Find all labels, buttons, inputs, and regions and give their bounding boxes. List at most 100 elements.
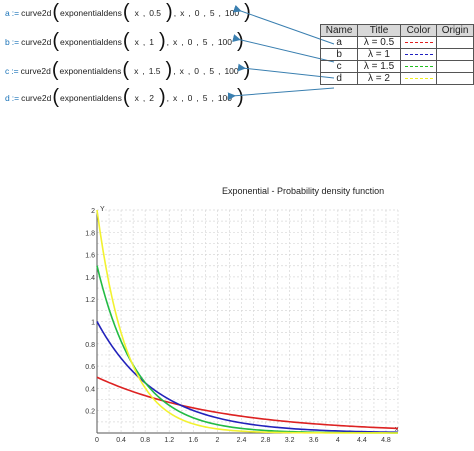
arg: x	[172, 37, 178, 47]
header-color: Color	[399, 24, 438, 37]
color-swatch	[404, 53, 433, 55]
arg: 5	[209, 66, 215, 76]
open-paren: (	[52, 1, 59, 23]
close-paren: )	[243, 59, 251, 81]
arg: 5	[209, 8, 215, 18]
x-tick-label: 3.2	[285, 437, 295, 444]
assign-op: :=	[11, 93, 20, 103]
arg: 1.5	[148, 66, 161, 76]
open-paren: (	[122, 86, 130, 108]
cell-color	[399, 36, 438, 49]
cell-origin	[436, 72, 474, 85]
cell-title: λ = 1.5	[357, 60, 401, 73]
arg: 100	[224, 8, 240, 18]
assign-op: :=	[11, 37, 20, 47]
close-paren: )	[244, 1, 251, 23]
cell-name: a	[319, 36, 359, 49]
x-tick-label: 4	[336, 437, 340, 444]
open-paren: (	[52, 30, 59, 52]
y-axis-label: Y	[100, 206, 105, 213]
y-tick-label: 2	[91, 208, 95, 215]
arg: 1	[149, 37, 154, 47]
series-line-d	[96, 209, 398, 434]
open-paren: (	[52, 86, 59, 108]
y-tick-label: 1	[91, 320, 95, 327]
y-tick-label: 1.6	[85, 253, 95, 260]
arg: 100	[217, 37, 233, 47]
cell-color	[399, 72, 438, 85]
arg: x	[134, 37, 139, 47]
arg: 0.5	[149, 8, 162, 18]
function-name: curve2d	[20, 66, 51, 76]
command-line-b[interactable]: b:= curve2d(exponentialdens(x, 1), x, 0, 5, 10…	[5, 30, 244, 52]
x-tick-label: 1.6	[188, 437, 198, 444]
arg: 5	[202, 37, 208, 47]
arg: 5	[202, 93, 208, 103]
header-origin: Origin	[436, 24, 474, 37]
close-paren: )	[237, 86, 244, 108]
open-paren: (	[122, 59, 130, 81]
arg: 2	[149, 93, 154, 103]
series-line-a	[96, 376, 399, 430]
arg: x	[179, 66, 184, 76]
series-line-b	[96, 321, 399, 434]
x-tick-label: 4.8	[381, 437, 391, 444]
y-tick-label: 1.4	[85, 275, 95, 282]
arg: x	[134, 8, 139, 18]
arg: 100	[224, 66, 239, 76]
x-tick-label: 3.6	[309, 437, 319, 444]
open-paren: (	[122, 30, 130, 52]
header-name: Name	[319, 24, 359, 37]
inner-function: exponentialdens	[59, 66, 122, 76]
close-paren: )	[158, 30, 166, 52]
x-tick-label: 2.8	[261, 437, 271, 444]
close-paren: )	[165, 59, 173, 81]
cell-title: λ = 0.5	[357, 36, 401, 49]
close-paren: )	[237, 30, 244, 52]
close-paren: )	[166, 1, 173, 23]
color-swatch	[404, 77, 433, 79]
x-axis-label: x	[395, 426, 399, 433]
cell-color	[399, 48, 438, 61]
function-name: curve2d	[21, 93, 52, 103]
header-title: Title	[357, 24, 401, 37]
cell-origin	[436, 36, 474, 49]
arg: x	[172, 93, 178, 103]
arg: 0	[194, 8, 200, 18]
command-var: c	[5, 66, 10, 76]
arg: x	[134, 93, 139, 103]
arg: 0	[187, 93, 193, 103]
assign-op: :=	[11, 66, 19, 76]
y-tick-label: 1.8	[85, 230, 95, 237]
open-paren: (	[51, 59, 59, 81]
inner-function: exponentialdens	[59, 93, 122, 103]
cell-name: d	[319, 72, 359, 85]
command-line-a[interactable]: a:= curve2d(exponentialdens(x, 0.5), x, 0, 5,…	[5, 1, 251, 23]
inner-function: exponentialdens	[59, 8, 122, 18]
arrow-d	[227, 87, 335, 101]
cell-name: c	[319, 60, 359, 73]
arg: x	[180, 8, 185, 18]
command-line-d[interactable]: d:= curve2d(exponentialdens(x, 2), x, 0, 5, 10…	[5, 86, 244, 108]
arg: 0	[194, 66, 199, 76]
color-swatch	[404, 65, 433, 67]
open-paren: (	[122, 1, 130, 23]
y-tick-label: 0.4	[85, 386, 95, 393]
x-tick-label: 0.4	[116, 437, 126, 444]
density-chart: 0 0.4 0.8 1.2 1.6 2 2.4 2.8 3.2 3.6 4 4.4 4.8 0.2 0.4 0…	[85, 206, 399, 444]
x-tick-label: 2	[215, 437, 219, 444]
assign-op: :=	[11, 8, 20, 18]
command-line-c[interactable]: c:= curve2d(exponentialdens(x, 1.5), x, 0, 5,…	[5, 59, 251, 81]
function-name: curve2d	[21, 8, 52, 18]
y-tick-label: 0.8	[85, 342, 95, 349]
arg: 100	[217, 93, 233, 103]
close-paren: )	[158, 86, 166, 108]
cell-name: b	[319, 48, 359, 61]
series-line-c	[96, 265, 399, 434]
cell-title: λ = 1	[357, 48, 401, 61]
